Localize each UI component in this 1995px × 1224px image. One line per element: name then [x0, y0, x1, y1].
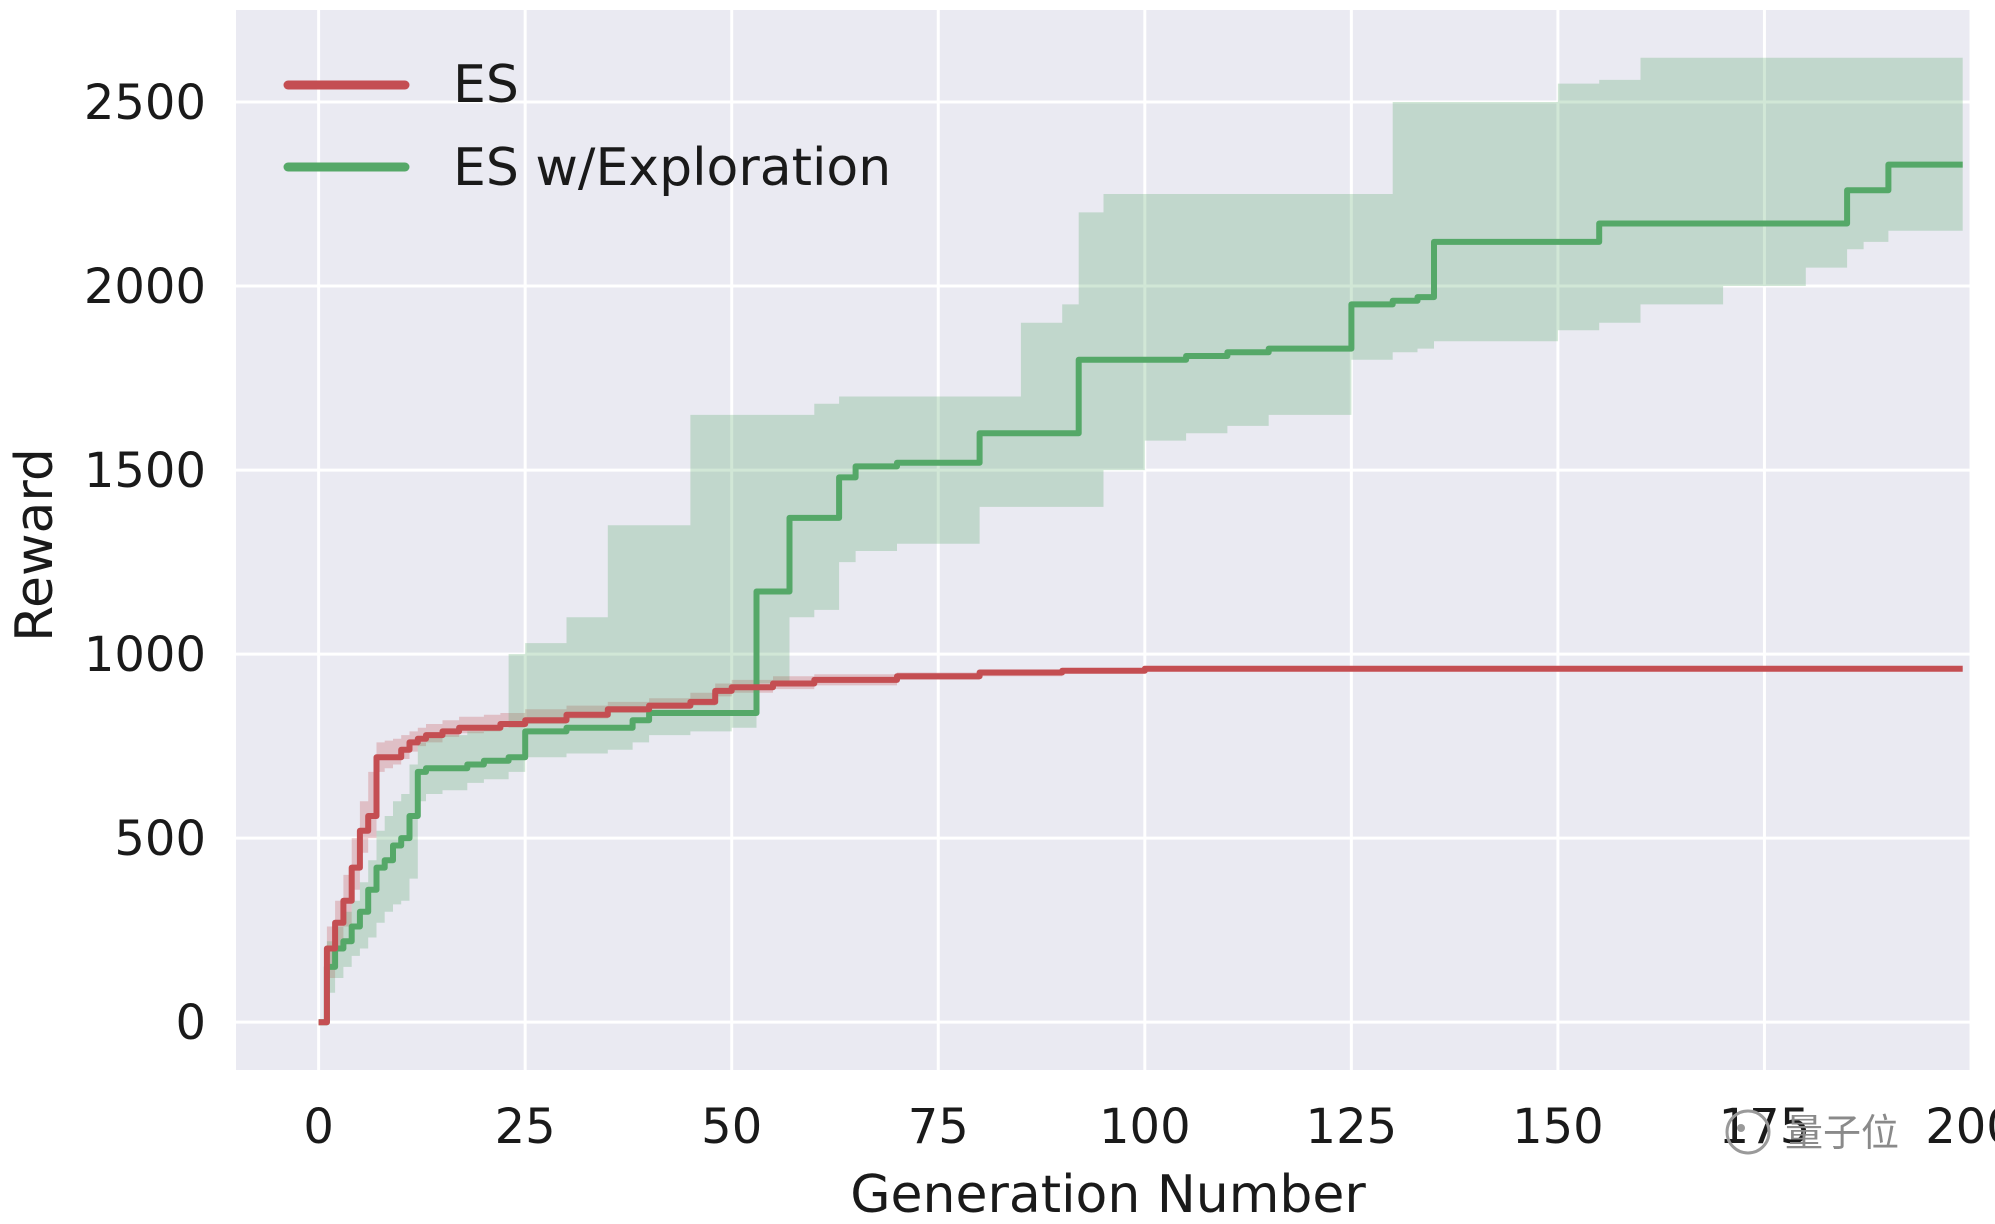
y-tick-label-2500: 2500	[84, 75, 206, 131]
y-tick-label-2000: 2000	[84, 259, 206, 315]
watermark-logo-icon	[1725, 1109, 1771, 1155]
x-axis-label: Generation Number	[850, 1165, 1366, 1224]
legend: ES ES w/Exploration	[283, 55, 891, 198]
legend-label-es: ES	[453, 55, 519, 115]
line-es-w-exploration	[318, 161, 1963, 1026]
x-tick-label-150: 150	[1512, 1099, 1604, 1155]
x-tick-label-75: 75	[908, 1099, 969, 1155]
x-tick-label-0: 0	[303, 1099, 334, 1155]
legend-label-es-exploration: ES w/Exploration	[453, 138, 891, 198]
watermark-logo-dot-icon	[1737, 1124, 1745, 1132]
watermark: 量子位	[1725, 1109, 1899, 1155]
y-tick-label-500: 500	[114, 811, 206, 867]
x-tick-label-200: 200	[1925, 1099, 1995, 1155]
x-tick-label-125: 125	[1306, 1099, 1398, 1155]
band-es-w-exploration	[318, 57, 1963, 1023]
y-tick-label-0: 0	[175, 995, 206, 1051]
line-es	[318, 665, 1963, 1026]
x-tick-label-50: 50	[701, 1099, 762, 1155]
y-axis-ticks: 0 500 1000 1500 2000 2500	[84, 75, 206, 1051]
x-tick-label-100: 100	[1099, 1099, 1191, 1155]
confidence-bands	[318, 57, 1963, 1023]
series-lines	[318, 161, 1963, 1026]
y-axis-label: Reward	[5, 448, 65, 642]
y-tick-label-1500: 1500	[84, 443, 206, 499]
x-tick-label-25: 25	[495, 1099, 556, 1155]
watermark-text: 量子位	[1785, 1111, 1899, 1155]
y-tick-label-1000: 1000	[84, 627, 206, 683]
grid-lines	[236, 10, 1973, 1070]
